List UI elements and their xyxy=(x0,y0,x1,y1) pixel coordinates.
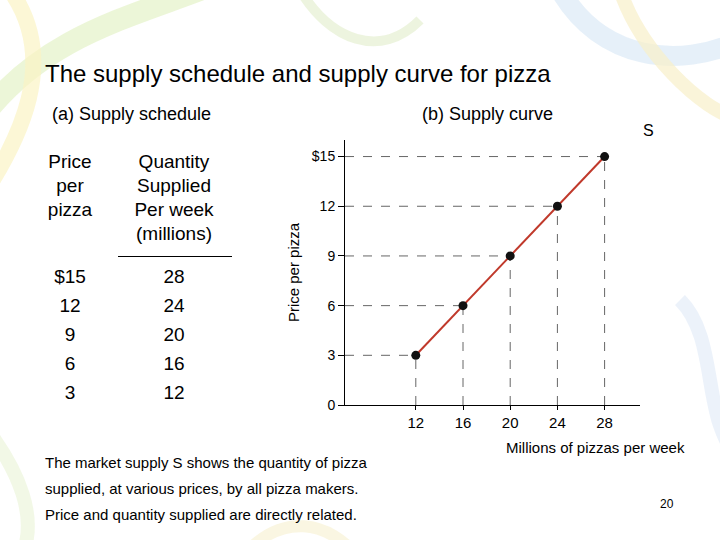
html-text:Per week: Per week xyxy=(134,199,214,220)
svg-text:12: 12 xyxy=(320,198,336,214)
html-text:(millions): (millions) xyxy=(136,223,212,244)
html-text:12: 12 xyxy=(163,382,185,403)
html-text:The market supply S shows the: The market supply S shows the quantity o… xyxy=(45,454,367,471)
html-text:20: 20 xyxy=(660,497,674,511)
svg-text:16: 16 xyxy=(455,414,472,431)
html-text:per: per xyxy=(56,175,84,196)
html-text:20: 20 xyxy=(163,324,185,345)
svg-text:24: 24 xyxy=(549,414,566,431)
svg-text:3: 3 xyxy=(327,347,335,363)
html-text:pizza: pizza xyxy=(47,199,93,220)
svg-text:6: 6 xyxy=(327,298,335,314)
html-text:Quantity: Quantity xyxy=(138,151,210,172)
svg-text:9: 9 xyxy=(327,248,335,264)
svg-text:Millions of pizzas per week: Millions of pizzas per week xyxy=(506,439,685,456)
html-text:The supply schedule and supply: The supply schedule and supply curve for… xyxy=(45,60,551,87)
html-text:12: 12 xyxy=(59,295,81,316)
svg-text:20: 20 xyxy=(502,414,519,431)
html-text:supplied, at various prices, b: supplied, at various prices, by all pizz… xyxy=(45,480,359,497)
html-text:(a) Supply schedule: (a) Supply schedule xyxy=(52,104,212,124)
html-text:3: 3 xyxy=(64,382,76,403)
svg-text:12: 12 xyxy=(407,414,424,431)
html-text:6: 6 xyxy=(64,353,76,374)
html-text:16: 16 xyxy=(163,353,185,374)
svg-text:28: 28 xyxy=(596,414,613,431)
html-text:Supplied: Supplied xyxy=(137,175,211,196)
html-text:$15: $15 xyxy=(54,266,86,287)
svg-text:S: S xyxy=(643,122,654,139)
html-text:24: 24 xyxy=(163,295,185,316)
html-text:9: 9 xyxy=(64,324,76,345)
html-text:Price and quantity supplied ar: Price and quantity supplied are directly… xyxy=(45,506,357,523)
html-text:(b) Supply curve: (b) Supply curve xyxy=(422,104,554,124)
html-text:Price: Price xyxy=(48,151,92,172)
svg-text:$15: $15 xyxy=(312,148,336,164)
html-text:28: 28 xyxy=(163,266,185,287)
svg-text:Price per pizza: Price per pizza xyxy=(285,222,302,322)
svg-text:0: 0 xyxy=(327,397,335,413)
